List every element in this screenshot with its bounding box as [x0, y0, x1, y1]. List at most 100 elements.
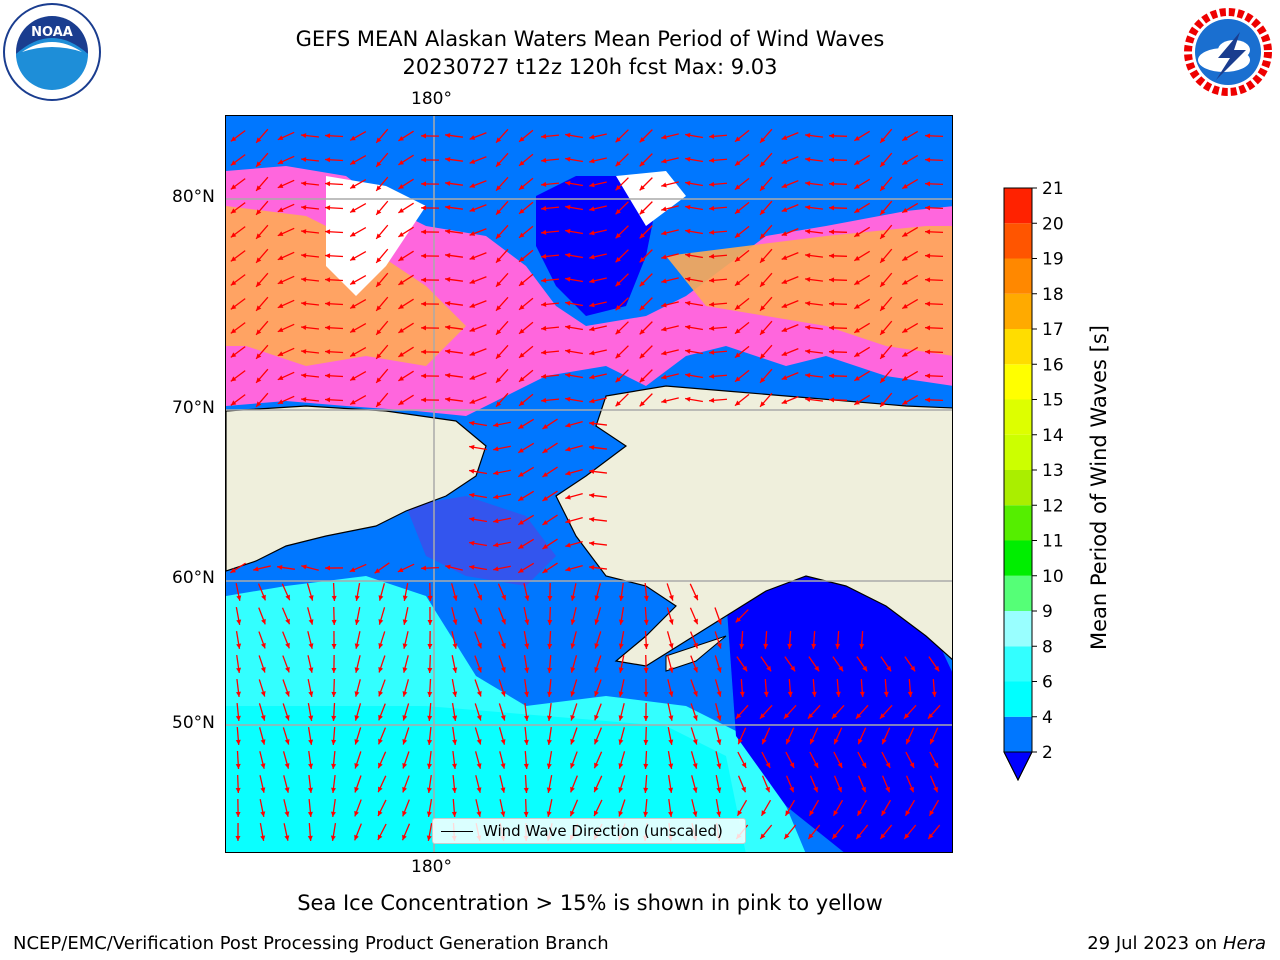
wind-arrow-head	[838, 665, 844, 672]
footer-organization: NCEP/EMC/Verification Post Processing Pr…	[13, 933, 609, 954]
wind-arrow-head	[452, 619, 458, 625]
wind-arrow-head	[493, 494, 499, 500]
wind-arrow-head	[235, 739, 241, 745]
wind-arrow-head	[398, 232, 404, 237]
wind-arrow-head	[402, 667, 408, 673]
wind-arrow-head	[903, 713, 910, 719]
wind-arrow-head	[639, 257, 645, 263]
wind-arrow-head	[256, 401, 262, 407]
wind-arrow-head	[256, 209, 262, 215]
wind-arrow-head	[350, 327, 356, 333]
wind-arrow-head	[615, 377, 621, 383]
wind-arrow-head	[829, 181, 835, 187]
wind-arrow-head	[589, 421, 595, 427]
wind-arrow-head	[542, 544, 549, 549]
wind-arrow-head	[835, 643, 841, 649]
wind-arrow-head	[541, 253, 547, 259]
wind-arrow-head	[933, 762, 939, 768]
wind-arrow-head	[285, 594, 290, 601]
wind-arrow-head	[570, 643, 576, 649]
wind-arrow-head	[496, 401, 502, 407]
wind-arrow-head	[421, 325, 427, 331]
wind-arrow-head	[330, 835, 336, 841]
wind-arrow-head	[496, 185, 502, 191]
wind-arrow-head	[308, 691, 314, 697]
wind-arrow-head	[354, 619, 360, 625]
wind-arrow-head	[496, 353, 502, 359]
wind-arrow-head	[469, 207, 476, 212]
wind-arrow-head	[256, 161, 262, 167]
wind-arrow-head	[902, 183, 908, 189]
wind-arrow-head	[378, 738, 383, 745]
wind-arrow-head	[427, 763, 432, 769]
wind-arrow-head	[376, 257, 382, 263]
wind-arrow-head	[739, 643, 745, 649]
wind-arrow-head	[589, 206, 595, 212]
wind-arrow-head	[476, 739, 482, 745]
wind-arrow-head	[402, 739, 408, 745]
wind-arrow-head	[805, 301, 811, 306]
wind-arrow-head	[260, 666, 266, 673]
wind-arrow-head	[230, 256, 237, 262]
wind-arrow-head	[709, 325, 715, 331]
lat-label-60: 60°N	[172, 568, 215, 588]
wind-arrow-head	[807, 713, 814, 719]
wind-arrow-head	[716, 787, 722, 793]
wind-arrow-head	[643, 763, 649, 769]
wind-arrow-head	[565, 372, 571, 378]
wind-arrow-head	[519, 184, 525, 190]
wind-arrow-head	[426, 811, 432, 817]
wind-arrow-head	[759, 713, 766, 719]
wind-arrow-head	[661, 350, 667, 356]
wind-arrow-head	[256, 329, 262, 335]
wind-arrow-head	[469, 468, 475, 474]
land-aleutians	[665, 635, 727, 672]
wind-arrow-head	[854, 231, 860, 237]
wind-arrow-head	[805, 349, 811, 354]
wind-arrow-head	[427, 667, 433, 673]
wind-arrow-head	[661, 182, 667, 188]
wind-arrow-head	[661, 254, 667, 260]
wind-arrow-head	[325, 133, 331, 139]
wind-arrow-head	[236, 667, 242, 673]
wind-arrow-head	[325, 397, 331, 403]
wind-arrow-head	[284, 690, 290, 697]
wind-arrow-head	[570, 715, 576, 721]
noaa-logo: NOAA	[2, 2, 102, 102]
wind-arrow-head	[376, 137, 382, 143]
wind-arrow-head	[500, 811, 506, 817]
wind-arrow-head	[885, 786, 890, 793]
map-panel	[225, 115, 953, 853]
wind-arrow-head	[880, 353, 886, 359]
wind-arrow-head	[760, 185, 766, 191]
wind-arrow-head	[501, 618, 506, 625]
wind-arrow-head	[398, 208, 404, 213]
wind-arrow-head	[589, 493, 595, 499]
wind-arrow-head	[236, 691, 241, 697]
wind-arrow-head	[883, 691, 889, 697]
wind-arrow-head	[378, 619, 384, 625]
wind-arrow-head	[589, 278, 595, 284]
wind-arrow-head	[760, 305, 766, 311]
wind-arrow-head	[741, 786, 746, 793]
wind-arrow-head	[546, 787, 552, 793]
wind-arrow-head	[618, 739, 624, 745]
wind-arrow-head	[402, 786, 407, 793]
colorbar-tick-label: 8	[1042, 637, 1053, 657]
wind-arrow-head	[639, 353, 645, 359]
wind-arrow-head	[402, 762, 408, 769]
wind-arrow-head	[760, 233, 766, 239]
wind-arrow-head	[376, 185, 382, 191]
wind-arrow-head	[426, 787, 432, 793]
wind-arrow-head	[734, 160, 741, 166]
wind-arrow-head	[661, 398, 667, 404]
wind-arrow-head	[880, 161, 886, 167]
wind-arrow-head	[902, 351, 908, 357]
wind-arrow-head	[354, 691, 360, 697]
wind-arrow-head	[235, 787, 241, 793]
wind-arrow-head	[661, 206, 667, 212]
wind-arrow-head	[524, 619, 530, 625]
wind-arrow-head	[427, 739, 433, 745]
wind-arrow-head	[594, 738, 599, 745]
wind-arrow-head	[421, 133, 427, 139]
